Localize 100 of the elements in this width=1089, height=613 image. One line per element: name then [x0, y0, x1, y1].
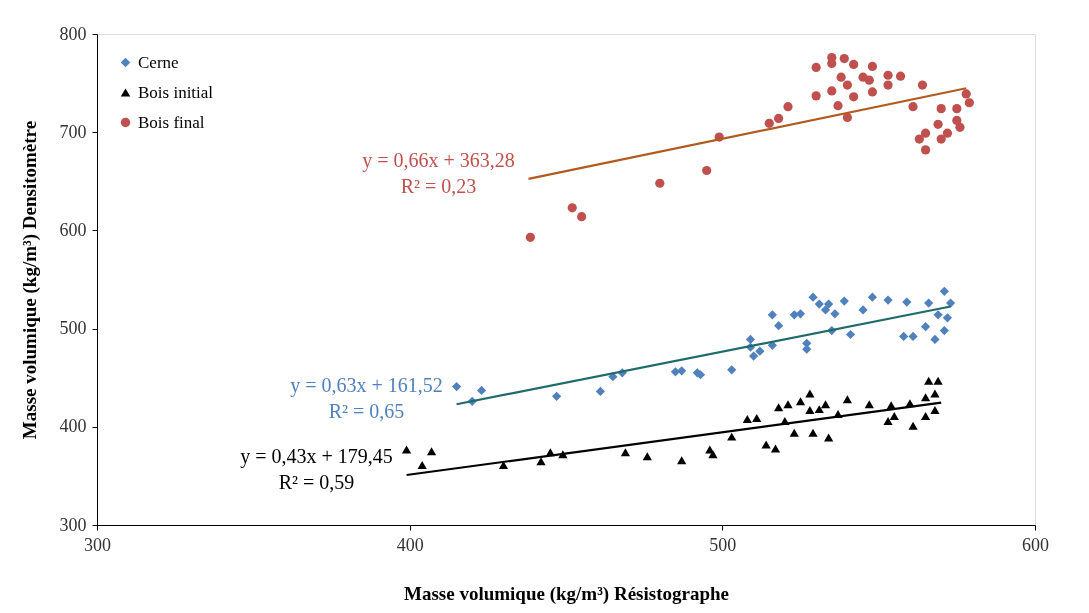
point	[820, 305, 831, 315]
point	[774, 321, 784, 331]
point	[917, 80, 928, 90]
point	[824, 299, 834, 309]
point	[774, 113, 784, 124]
point	[677, 456, 687, 465]
point	[814, 299, 824, 309]
point	[889, 412, 899, 420]
point	[839, 296, 849, 306]
point	[936, 134, 946, 144]
point	[849, 92, 859, 102]
y-tick-label: 400	[59, 416, 87, 437]
point	[552, 391, 562, 401]
point	[842, 395, 853, 404]
point	[702, 165, 712, 176]
point	[833, 101, 843, 111]
point	[748, 351, 759, 361]
point	[836, 72, 846, 82]
point	[476, 385, 487, 396]
point	[808, 428, 818, 437]
point	[849, 59, 859, 70]
point	[608, 372, 618, 382]
legend-label: Bois initial	[138, 82, 214, 102]
point	[930, 334, 940, 345]
point	[939, 325, 949, 336]
point	[620, 448, 631, 457]
point	[805, 406, 815, 415]
point	[939, 286, 949, 296]
point	[417, 461, 427, 470]
point	[770, 444, 781, 453]
point	[924, 298, 934, 308]
point	[964, 98, 974, 108]
point	[899, 331, 909, 342]
point	[942, 313, 953, 323]
point	[942, 128, 953, 138]
point	[920, 412, 931, 420]
point	[752, 413, 762, 422]
point	[820, 400, 831, 409]
point	[864, 75, 874, 85]
point	[883, 70, 893, 80]
point	[525, 232, 535, 242]
point	[767, 310, 777, 320]
point	[789, 310, 799, 320]
point	[867, 292, 878, 302]
point	[883, 80, 893, 90]
point	[933, 119, 943, 129]
point	[842, 80, 853, 90]
point	[708, 450, 718, 459]
point	[742, 414, 752, 423]
point	[567, 203, 577, 213]
point	[895, 71, 906, 81]
point	[536, 457, 546, 466]
point	[577, 212, 587, 222]
x-tick-label: 500	[709, 534, 737, 555]
point	[655, 178, 665, 188]
point	[795, 309, 806, 319]
annotation: y = 0,43x + 179,45 R² = 0,59	[240, 445, 393, 494]
point	[936, 104, 946, 114]
annotation: y = 0,63x + 161,52 R² = 0,65	[290, 374, 443, 423]
legend-label: Bois final	[138, 112, 205, 132]
point	[830, 309, 840, 319]
y-tick-label: 600	[59, 219, 87, 240]
y-tick-label: 500	[59, 318, 87, 339]
point	[858, 305, 868, 315]
point	[920, 145, 931, 155]
point	[827, 86, 837, 96]
y-tick-label: 700	[59, 121, 87, 142]
point	[401, 445, 412, 454]
point	[908, 331, 918, 342]
point	[795, 397, 806, 406]
point	[920, 393, 931, 402]
point	[920, 322, 931, 332]
point	[945, 298, 956, 308]
point	[764, 118, 774, 128]
point	[908, 421, 918, 430]
point	[595, 386, 605, 397]
point	[930, 406, 940, 415]
point	[451, 381, 462, 392]
point	[677, 366, 687, 376]
point	[883, 295, 893, 305]
point	[920, 128, 931, 138]
point	[783, 102, 793, 112]
point	[426, 447, 437, 456]
point	[642, 452, 652, 461]
x-axis-title: Masse volumique (kg/m³) Résistographe	[404, 582, 729, 605]
point	[914, 134, 924, 144]
point	[867, 87, 878, 97]
y-tick-label: 300	[59, 514, 87, 535]
point	[864, 400, 874, 409]
point	[842, 112, 853, 123]
point	[883, 416, 893, 425]
point	[952, 104, 962, 114]
point	[933, 376, 943, 385]
point	[745, 334, 756, 345]
point	[824, 433, 834, 442]
point	[811, 62, 821, 72]
y-axis-title: Masse volumique (kg/m³) Densitomètre	[18, 120, 41, 440]
point	[727, 365, 737, 375]
point	[961, 89, 971, 99]
point	[845, 329, 856, 340]
